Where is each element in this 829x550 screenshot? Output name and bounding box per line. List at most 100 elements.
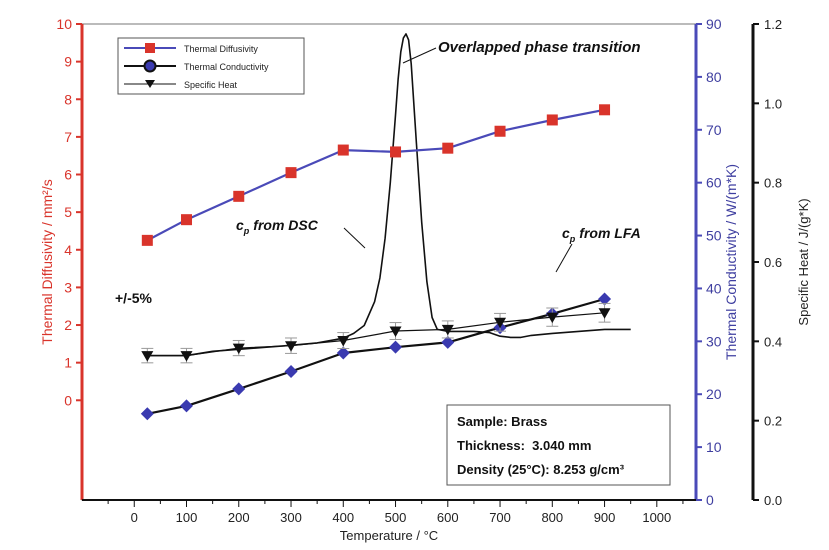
cp-lfa-leader-line (555, 243, 573, 273)
thermal-conductivity-point (598, 292, 612, 306)
left-axis-title: Thermal Diffusivity / mm²/s (39, 179, 55, 344)
thermal-diffusivity-point (599, 104, 611, 116)
left-tick-label: 10 (56, 16, 72, 32)
left-tick-label: 4 (64, 242, 72, 258)
specific-heat-tick-label: 1.0 (764, 96, 782, 111)
thermal-diffusivity-point (285, 167, 297, 179)
thermal-diffusivity-point (233, 190, 245, 202)
left-tick-label: 6 (64, 167, 72, 183)
specific-heat-tick-label: 1.2 (764, 17, 782, 32)
thermal-conductivity-point (140, 407, 154, 421)
specific-heat-point (441, 324, 454, 336)
x-tick-label: 700 (489, 510, 511, 525)
thermal-diffusivity-point (546, 114, 558, 126)
x-tick-label: 900 (594, 510, 616, 525)
thermal-diffusivity-point (442, 142, 454, 154)
left-tick-label: 0 (64, 392, 72, 408)
legend-marker-diffusivity (145, 43, 155, 53)
specific-heat-tick-label: 0.6 (764, 255, 782, 270)
left-tick-label: 7 (64, 129, 72, 145)
cp-dsc-letter: c (236, 217, 244, 233)
thermal-diffusivity-point (390, 146, 402, 158)
thermal-diffusivity-line (146, 108, 605, 242)
specific-heat-tick-label: 0.8 (764, 176, 782, 191)
cp-lfa-subscript: p (569, 234, 576, 244)
specific-heat-line (147, 312, 605, 357)
specific-heat-point (180, 351, 193, 362)
sample-info-line-2: Thickness: 3.040 mm (457, 438, 591, 453)
x-tick-label: 400 (332, 510, 354, 525)
legend-label-conductivity: Thermal Conductivity (184, 62, 269, 72)
thermal-diffusivity-point (181, 214, 193, 226)
legend-label-specific-heat: Specific Heat (184, 80, 238, 90)
specific-heat-point (494, 317, 507, 329)
left-tick-label: 2 (64, 317, 72, 333)
x-axis-title: Temperature / °C (340, 528, 438, 543)
peak-leader-line (402, 47, 437, 64)
cp-lfa-letter: c (562, 225, 570, 241)
x-tick-label: 200 (228, 510, 250, 525)
sample-info-line-3: Density (25°C): 8.253 g/cm³ (457, 462, 625, 477)
specific-heat-point (232, 343, 245, 355)
cp-lfa-label: cp from LFA (562, 225, 641, 244)
thermal-conductivity-point (180, 399, 194, 413)
cp-dsc-label: cp from DSC (236, 217, 319, 236)
legend: Thermal Diffusivity Thermal Conductivity… (117, 37, 305, 95)
thermal-conductivity-point (232, 382, 246, 396)
thermal-conductivity-point (441, 335, 455, 349)
thermal-conductivity-point (284, 364, 298, 378)
conductivity-tick-label: 30 (706, 333, 722, 349)
conductivity-tick-label: 20 (706, 386, 722, 402)
cp-dsc-text: from DSC (253, 217, 318, 233)
x-tick-label: 100 (176, 510, 198, 525)
left-tick-label: 3 (64, 279, 72, 295)
specific-heat-point (141, 351, 154, 362)
tolerance-annotation: +/-5% (115, 290, 153, 306)
sample-info-line-1: Sample: Brass (457, 414, 547, 429)
thermal-diffusivity-point (337, 144, 349, 156)
tick-layer: 0 100 200 300 400 500 600 700 800 900 100001234567… (56, 16, 782, 525)
conductivity-tick-label: 70 (706, 122, 722, 138)
conductivity-tick-label: 90 (706, 16, 722, 32)
x-tick-label: 300 (280, 510, 302, 525)
conductivity-tick-label: 40 (706, 280, 722, 296)
specific-heat-point (285, 341, 298, 352)
specific-heat-tick-label: 0.2 (764, 414, 782, 429)
sample-info-frame (446, 404, 671, 486)
specific-heat-tick-label: 0.0 (764, 493, 782, 508)
specific-heat-point (598, 308, 611, 319)
thermal-conductivity-point (389, 340, 403, 354)
specific-heat-point (389, 326, 402, 338)
specific-heat-point (337, 336, 350, 347)
legend-label-diffusivity: Thermal Diffusivity (184, 44, 258, 54)
specific-heat-point (546, 312, 559, 324)
specific-heat-axis-title: Specific Heat / J/(g*K) (796, 198, 811, 325)
sample-info-box: Sample: Brass Thickness: 3.040 mm Densit… (446, 404, 671, 486)
conductivity-tick-label: 80 (706, 69, 722, 85)
cp-dsc-subscript: p (243, 226, 250, 236)
left-tick-label: 1 (64, 355, 72, 371)
peak-annotation: Overlapped phase transition (438, 39, 641, 56)
cp-dsc-leader-line (343, 227, 366, 249)
x-tick-label: 0 (131, 510, 138, 525)
series-layer (140, 33, 631, 421)
conductivity-tick-label: 50 (706, 228, 722, 244)
legend-marker-conductivity (143, 59, 157, 73)
left-tick-label: 9 (64, 54, 72, 70)
left-tick-label: 5 (64, 204, 72, 220)
x-tick-label: 1000 (642, 510, 671, 525)
thermal-diffusivity-point (141, 234, 153, 246)
cp-lfa-text: from LFA (579, 225, 640, 241)
thermal-diffusivity-point (494, 125, 506, 137)
left-tick-label: 8 (64, 91, 72, 107)
x-tick-label: 800 (541, 510, 563, 525)
thermal-conductivity-point (336, 346, 350, 360)
x-tick-label: 500 (385, 510, 407, 525)
legend-marker-specific-heat (145, 80, 155, 88)
conductivity-tick-label: 10 (706, 439, 722, 455)
specific-heat-tick-label: 0.4 (764, 334, 782, 349)
conductivity-tick-label: 0 (706, 492, 714, 508)
conductivity-tick-label: 60 (706, 175, 722, 191)
conductivity-axis-title: Thermal Conductivity / W/(m*K) (723, 164, 739, 360)
